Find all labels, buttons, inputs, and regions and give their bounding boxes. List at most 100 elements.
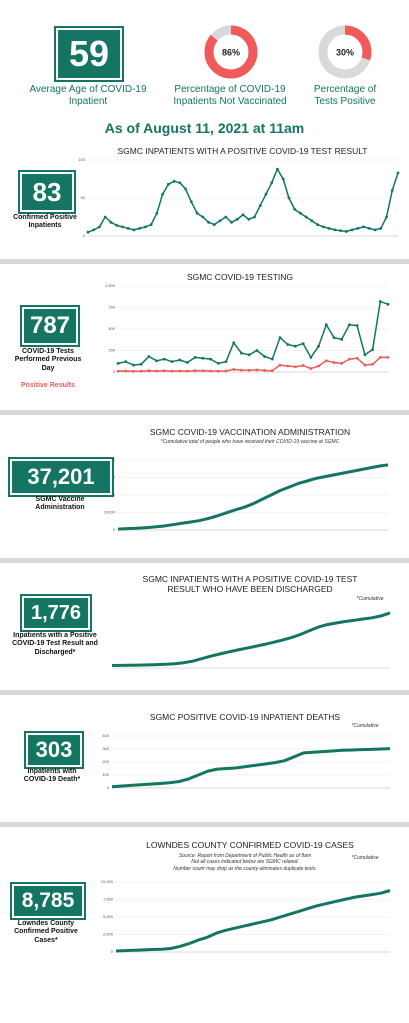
data-point [367, 227, 371, 230]
data-point [186, 361, 189, 364]
source-line: Source: Report from Department of Public… [178, 853, 312, 859]
data-point [270, 357, 274, 361]
data-point [276, 167, 279, 171]
chart-title: LOWNDES COUNTY CONFIRMED COVID-19 CASES [146, 840, 354, 850]
data-point [201, 369, 205, 373]
data-point [178, 358, 182, 362]
data-line [111, 747, 391, 789]
data-point [332, 336, 336, 339]
data-point [147, 355, 151, 358]
data-point [132, 369, 135, 373]
data-point [155, 211, 159, 215]
data-point [116, 362, 120, 365]
data-point [310, 219, 314, 223]
y-tick-label: 50 [81, 195, 86, 200]
data-point [193, 355, 197, 359]
data-point [155, 359, 158, 363]
panel-stat: 1,776 [20, 594, 92, 632]
data-point [224, 369, 228, 373]
data-point [232, 341, 236, 345]
data-line [117, 463, 389, 531]
data-line [87, 168, 399, 233]
data-point [356, 227, 360, 230]
data-point [321, 225, 325, 229]
y-tick-label: 0 [107, 785, 110, 790]
y-tick-label: 5,000 [103, 914, 114, 919]
data-point [138, 227, 142, 230]
data-point [348, 357, 351, 361]
data-point [396, 171, 400, 175]
data-point [304, 215, 308, 219]
data-point [363, 363, 367, 367]
data-point [121, 225, 124, 229]
data-point [386, 355, 390, 359]
data-point [189, 200, 193, 204]
data-point [340, 337, 344, 341]
data-point [224, 215, 228, 219]
data-point [317, 364, 320, 368]
y-tick-label: 10,000 [101, 879, 114, 884]
data-point [162, 369, 166, 373]
data-point [293, 208, 297, 211]
data-point [209, 369, 212, 373]
data-point [247, 217, 251, 221]
y-tick-label: 400 [102, 733, 109, 738]
data-point [124, 360, 128, 364]
data-point [184, 187, 187, 191]
data-point [126, 227, 130, 230]
data-point [230, 220, 233, 224]
donut-label: Percentage of COVID-19 Inpatients Not Va… [173, 84, 287, 107]
y-tick-label: 7,500 [103, 897, 114, 902]
data-point [109, 220, 113, 224]
data-point [362, 225, 365, 229]
kpi-stat: 59 [54, 26, 124, 82]
panel-label: COVID-19 Tests Performed Previous Day [14, 348, 82, 372]
data-point [301, 364, 305, 367]
data-point [166, 182, 170, 186]
separator [0, 690, 409, 695]
donut-arc [204, 25, 258, 79]
data-point [278, 363, 282, 367]
panel-label: Inpatients with COVID-19 Death* [23, 768, 81, 784]
chart-subtitle: *Cumulative total of people who have rec… [160, 439, 340, 445]
y-tick-label: 500 [108, 326, 115, 331]
chart-subtitle: *Cumulative [356, 596, 384, 602]
chart-title: SGMC POSITIVE COVID-19 INPATIENT DEATHS [149, 712, 341, 722]
data-point [132, 363, 135, 367]
data-point [161, 192, 165, 196]
data-point [162, 357, 166, 361]
data-point [132, 228, 136, 232]
panel-label: Inpatients with a Positive COVID-19 Test… [12, 632, 98, 656]
data-point [149, 223, 153, 227]
data-point [371, 362, 374, 366]
chart-title: SGMC INPATIENTS WITH A POSITIVE COVID-19… [142, 574, 358, 595]
data-point [294, 365, 297, 369]
y-tick-label: 0 [83, 233, 86, 238]
data-point [116, 369, 120, 373]
data-point [373, 228, 377, 232]
data-point [317, 344, 320, 348]
data-point [147, 369, 151, 373]
data-point [232, 368, 236, 371]
data-point [212, 223, 216, 227]
data-point [385, 215, 388, 219]
data-point [316, 223, 320, 227]
data-point [355, 356, 359, 360]
donut-arc [318, 25, 372, 79]
panel-label: Lowndes County Confirmed Positive Cases* [14, 920, 78, 944]
data-point [286, 364, 290, 368]
data-point [309, 355, 313, 359]
data-point [247, 368, 251, 372]
data-point [339, 229, 342, 233]
data-point [124, 369, 128, 373]
panel-stat: 37,201 [8, 457, 114, 497]
data-point [241, 213, 245, 217]
data-point [270, 181, 274, 185]
data-point [286, 343, 290, 346]
y-tick-label: 100 [102, 772, 109, 777]
panel-label: SGMC Vaccine Administration [35, 496, 85, 512]
data-point [193, 369, 197, 373]
data-point [92, 228, 96, 232]
y-tick-label: 2,500 [103, 932, 114, 937]
data-point [263, 355, 266, 358]
